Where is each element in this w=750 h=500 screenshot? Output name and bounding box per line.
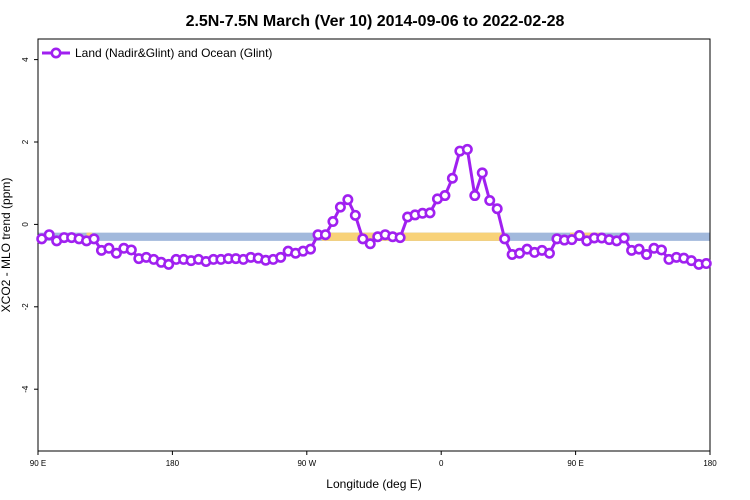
x-tick-label: 90 E: [30, 459, 46, 468]
data-point: [618, 232, 630, 244]
y-tick-label: -4: [21, 385, 30, 393]
x-tick-label: 90 E: [567, 459, 583, 468]
data-point: [334, 201, 346, 213]
data-point: [319, 229, 331, 241]
data-point: [394, 232, 406, 244]
x-tick-label: 180: [703, 459, 717, 468]
data-point: [110, 247, 122, 259]
axes: 90 E 180 90 W 0 90 E 180 4 2 0 -2 -4: [21, 57, 717, 468]
legend: Land (Nadir&Glint) and Ocean (Glint): [42, 46, 272, 60]
data-point: [88, 233, 100, 245]
data-point: [543, 247, 555, 259]
data-point: [43, 229, 55, 241]
y-tick-label: 4: [21, 57, 30, 62]
data-point: [342, 194, 354, 206]
data-point: [125, 244, 137, 256]
data-point: [439, 190, 451, 202]
data-point: [491, 203, 503, 215]
data-point: [573, 230, 585, 242]
data-point: [469, 190, 481, 202]
y-tick-label: 2: [21, 139, 30, 144]
data-point: [357, 233, 369, 245]
data-point: [499, 233, 511, 245]
y-axis-label: XCO2 - MLO trend (ppm): [0, 178, 13, 313]
series-layer: [36, 143, 712, 270]
data-point: [305, 243, 317, 255]
chart-title: 2.5N-7.5N March (Ver 10) 2014-09-06 to 2…: [186, 13, 565, 30]
data-point: [364, 238, 376, 250]
data-point: [476, 167, 488, 179]
data-point: [633, 243, 645, 255]
land-band-segment: [321, 232, 505, 241]
data-point: [103, 242, 115, 254]
data-point: [484, 195, 496, 207]
x-tick-label: 0: [439, 459, 444, 468]
plot-frame: [37, 38, 711, 452]
data-point: [655, 244, 667, 256]
data-point: [461, 143, 473, 155]
data-point: [349, 209, 361, 221]
y-tick-label: -2: [21, 303, 30, 311]
x-tick-label: 90 W: [297, 459, 316, 468]
x-tick-label: 180: [166, 459, 180, 468]
legend-marker-swatch: [50, 47, 62, 59]
data-point: [700, 258, 712, 270]
data-point: [641, 248, 653, 260]
data-point: [446, 172, 458, 184]
x-axis-label: Longitude (deg E): [326, 477, 421, 491]
data-point: [163, 258, 175, 270]
legend-entry-label: Land (Nadir&Glint) and Ocean (Glint): [75, 46, 272, 60]
y-tick-label: 0: [21, 222, 30, 227]
data-point: [327, 216, 339, 228]
data-point: [424, 207, 436, 219]
data-point: [275, 251, 287, 263]
